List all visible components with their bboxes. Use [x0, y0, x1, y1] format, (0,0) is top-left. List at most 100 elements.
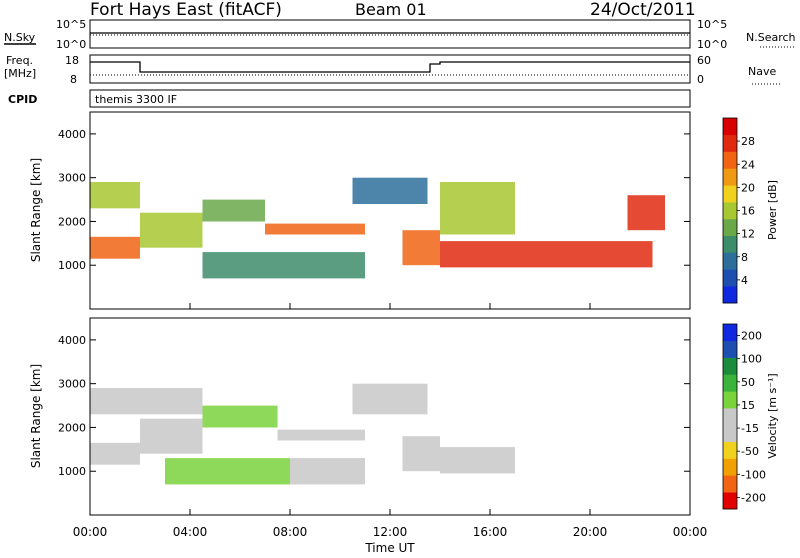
- power-band-1: [90, 182, 140, 209]
- power-colorbar-tick-4: 20: [741, 181, 755, 194]
- cpid-frame: [89, 89, 691, 108]
- velocity-data-layer: [90, 383, 515, 485]
- velocity-ytick-label-3: 4000: [58, 334, 86, 347]
- velocity-colorbar-tick-5: -50: [741, 445, 759, 458]
- velocity-panel: 1000 2000 3000 4000 Slant Range [km]: [29, 317, 691, 516]
- velocity-colorbar: 200 100 50 15 -15 -50 -100 -200: [722, 323, 766, 510]
- power-colorbar-swatch-1: [723, 269, 737, 287]
- power-colorbar-tick-2: 12: [741, 228, 755, 241]
- velocity-colorbar-tick-3: 15: [741, 399, 755, 412]
- velocity-band-7: [352, 383, 428, 415]
- power-ytick-label-2: 3000: [58, 172, 86, 185]
- date-label: 24/Oct/2011: [590, 0, 696, 20]
- power-colorbar-swatch-3: [723, 235, 737, 253]
- velocity-colorbar-swatch-3: [723, 441, 737, 459]
- power-ytick-label-3: 4000: [58, 128, 86, 141]
- time-tick-label-4: 16:00: [473, 525, 508, 539]
- frequency-trace: [90, 61, 690, 73]
- cpid-row: CPID themis 3300 IF: [8, 89, 691, 108]
- freq-left-tick-bottom: 8: [70, 73, 77, 86]
- power-band-7: [402, 230, 440, 266]
- cpid-value: themis 3300 IF: [95, 93, 177, 106]
- velocity-band-2: [140, 418, 203, 454]
- power-band-8: [440, 241, 653, 268]
- velocity-colorbar-swatch-10: [723, 324, 737, 342]
- power-colorbar-swatch-4: [723, 218, 737, 236]
- velocity-band-9: [440, 447, 515, 474]
- velocity-colorbar-tick-6: -100: [741, 468, 766, 481]
- power-colorbar-swatch-0: [723, 286, 737, 304]
- velocity-ytick-label-0: 1000: [58, 465, 86, 478]
- velocity-colorbar-label: Velocity [m s⁻¹]: [766, 373, 779, 458]
- velocity-band-3: [202, 405, 278, 428]
- velocity-colorbar-swatch-6: [723, 391, 737, 409]
- power-colorbar-swatch-7: [723, 168, 737, 186]
- power-colorbar-swatch-10: [723, 118, 737, 136]
- freq-left-tick-top: 18: [65, 54, 79, 67]
- power-colorbar-swatch-2: [723, 252, 737, 270]
- velocity-colorbar-tick-7: -200: [741, 491, 766, 504]
- frequency-panel-frame: [89, 54, 691, 84]
- velocity-colorbar-tick-4: -15: [741, 422, 759, 435]
- power-band-3: [202, 199, 265, 222]
- freq-label-line1: Freq.: [6, 54, 33, 67]
- velocity-colorbar-swatch-2: [723, 458, 737, 476]
- power-band-10: [627, 195, 665, 231]
- power-band-5: [202, 252, 365, 279]
- velocity-colorbar-tick-1: 100: [741, 353, 762, 366]
- velocity-y-label: Slant Range [km]: [29, 364, 43, 468]
- noise-right-tick-bottom: 10^0: [697, 38, 727, 51]
- velocity-colorbar-swatch-8: [723, 357, 737, 375]
- noise-left-label: N.Sky: [4, 31, 36, 44]
- time-axis-label: Time UT: [364, 541, 415, 554]
- frequency-panel: Freq. [MHz] 18 8 60 0 Nave: [4, 54, 782, 86]
- velocity-band-8: [402, 436, 440, 472]
- power-y-label: Slant Range [km]: [29, 158, 43, 262]
- power-colorbar-tick-6: 28: [741, 135, 755, 148]
- velocity-band-6: [290, 458, 365, 485]
- noise-panel-frame: [89, 19, 691, 49]
- power-ytick-label-0: 1000: [58, 259, 86, 272]
- power-band-6: [352, 177, 428, 204]
- power-band-2: [140, 212, 203, 248]
- velocity-colorbar-frame: [722, 323, 738, 510]
- plot-title: Fort Hays East (fitACF): [90, 0, 282, 20]
- velocity-colorbar-swatch-9: [723, 340, 737, 358]
- power-colorbar-label: Power [dB]: [766, 180, 779, 240]
- power-band-4: [265, 223, 365, 235]
- time-tick-label-5: 20:00: [573, 525, 608, 539]
- power-colorbar-tick-1: 8: [741, 251, 748, 264]
- power-colorbar-tick-5: 24: [741, 158, 755, 171]
- time-tick-label-2: 08:00: [273, 525, 308, 539]
- freq-right-tick-bottom: 0: [697, 73, 704, 86]
- time-tick-label-0: 00:00: [73, 525, 108, 539]
- noise-right-tick-top: 10^5: [697, 18, 727, 31]
- velocity-colorbar-tick-2: 50: [741, 376, 755, 389]
- power-data-layer: [90, 177, 665, 279]
- power-colorbar-swatch-8: [723, 151, 737, 169]
- velocity-colorbar-swatch-0: [723, 492, 737, 510]
- velocity-ytick-label-1: 2000: [58, 421, 86, 434]
- power-colorbar-swatch-9: [723, 134, 737, 152]
- noise-panel: N.Sky 10^5 10^0 10^5 10^0 N.Search: [4, 18, 796, 51]
- velocity-colorbar-swatch-4: [723, 424, 737, 442]
- noise-right-label: N.Search: [746, 31, 796, 44]
- velocity-colorbar-swatch-1: [723, 475, 737, 493]
- power-panel: 1000 2000 3000 4000 Slant Range [km]: [29, 111, 691, 310]
- velocity-ytick-label-2: 3000: [58, 378, 86, 391]
- noise-left-tick-top: 10^5: [56, 18, 86, 31]
- velocity-band-4: [277, 429, 365, 441]
- time-tick-label-3: 12:00: [373, 525, 408, 539]
- velocity-y-ticks: 1000 2000 3000 4000: [58, 334, 690, 478]
- power-band-0: [90, 236, 140, 259]
- nave-label: Nave: [748, 65, 776, 78]
- power-colorbar-swatch-5: [723, 202, 737, 220]
- freq-right-tick-top: 60: [697, 54, 711, 67]
- time-axis: 00:00 04:00 08:00 12:00 16:00 20:00 00:00: [73, 303, 707, 539]
- freq-label-line2: [MHz]: [4, 67, 36, 80]
- power-y-ticks: 1000 2000 3000 4000: [58, 128, 690, 272]
- velocity-band-5: [165, 458, 290, 485]
- power-colorbar-tick-3: 16: [741, 205, 755, 218]
